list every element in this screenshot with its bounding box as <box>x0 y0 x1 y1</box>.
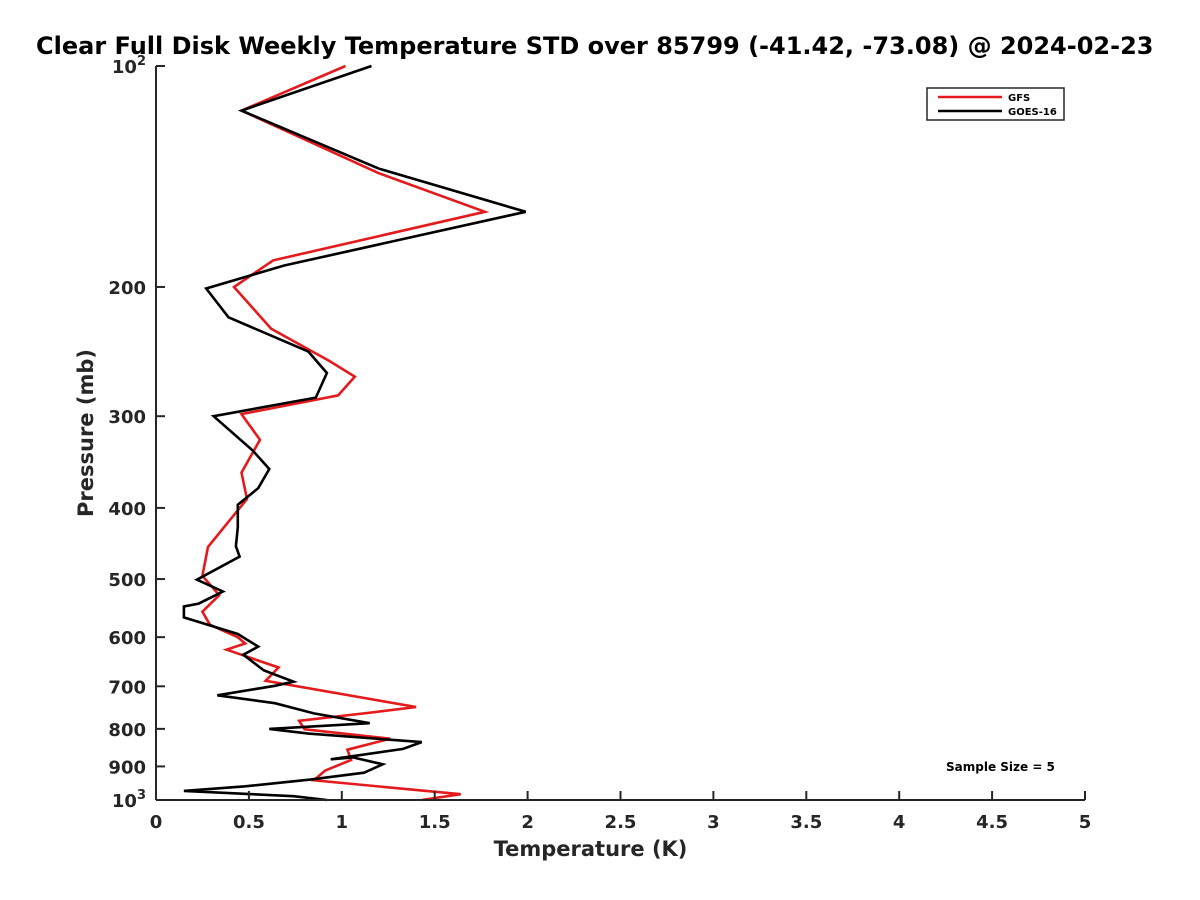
chart-title: Clear Full Disk Weekly Temperature STD o… <box>36 32 1153 60</box>
sample-size-annotation: Sample Size = 5 <box>946 760 1055 774</box>
x-tick-label: 3 <box>707 812 720 833</box>
legend-box <box>926 87 1065 121</box>
x-tick-label: 4 <box>893 812 906 833</box>
y-tick-label: 200 <box>108 278 146 299</box>
y-tick-label: 500 <box>108 570 146 591</box>
plot-area <box>182 64 527 802</box>
y-tick-label: 600 <box>108 628 146 649</box>
x-tick-label: 5 <box>1079 812 1092 833</box>
legend-label-gfs: GFS <box>1008 93 1030 104</box>
legend-label-goes-16: GOES-16 <box>1008 107 1057 118</box>
x-tick-label: 0 <box>150 812 163 833</box>
y-tick-label: 700 <box>108 677 146 698</box>
x-tick-label: 0.5 <box>233 812 265 833</box>
x-tick-label: 1 <box>336 812 349 833</box>
x-axis-label: Temperature (K) <box>494 837 688 861</box>
series-line-gfs <box>200 64 490 802</box>
y-tick-label: 400 <box>108 499 146 520</box>
x-tick-label: 2.5 <box>605 812 637 833</box>
y-tick-label: 102 <box>112 54 146 78</box>
y-tick-label: 900 <box>108 757 146 778</box>
y-tick-label: 300 <box>108 407 146 428</box>
x-tick-label: 1.5 <box>419 812 451 833</box>
y-tick-label: 103 <box>112 788 146 812</box>
y-axis-label: Pressure (mb) <box>74 349 98 517</box>
x-tick-label: 3.5 <box>790 812 822 833</box>
x-tick-label: 4.5 <box>976 812 1008 833</box>
axes: 0 0.5 1 1.5 2 2.5 3 3.5 4 4.5 5 102 200 300 400 500 600 7… <box>108 54 1091 833</box>
series-line-goes-16 <box>182 64 527 802</box>
x-tick-label: 2 <box>521 812 534 833</box>
y-tick-label: 800 <box>108 720 146 741</box>
legend: GFS GOES-16 <box>926 87 1065 121</box>
